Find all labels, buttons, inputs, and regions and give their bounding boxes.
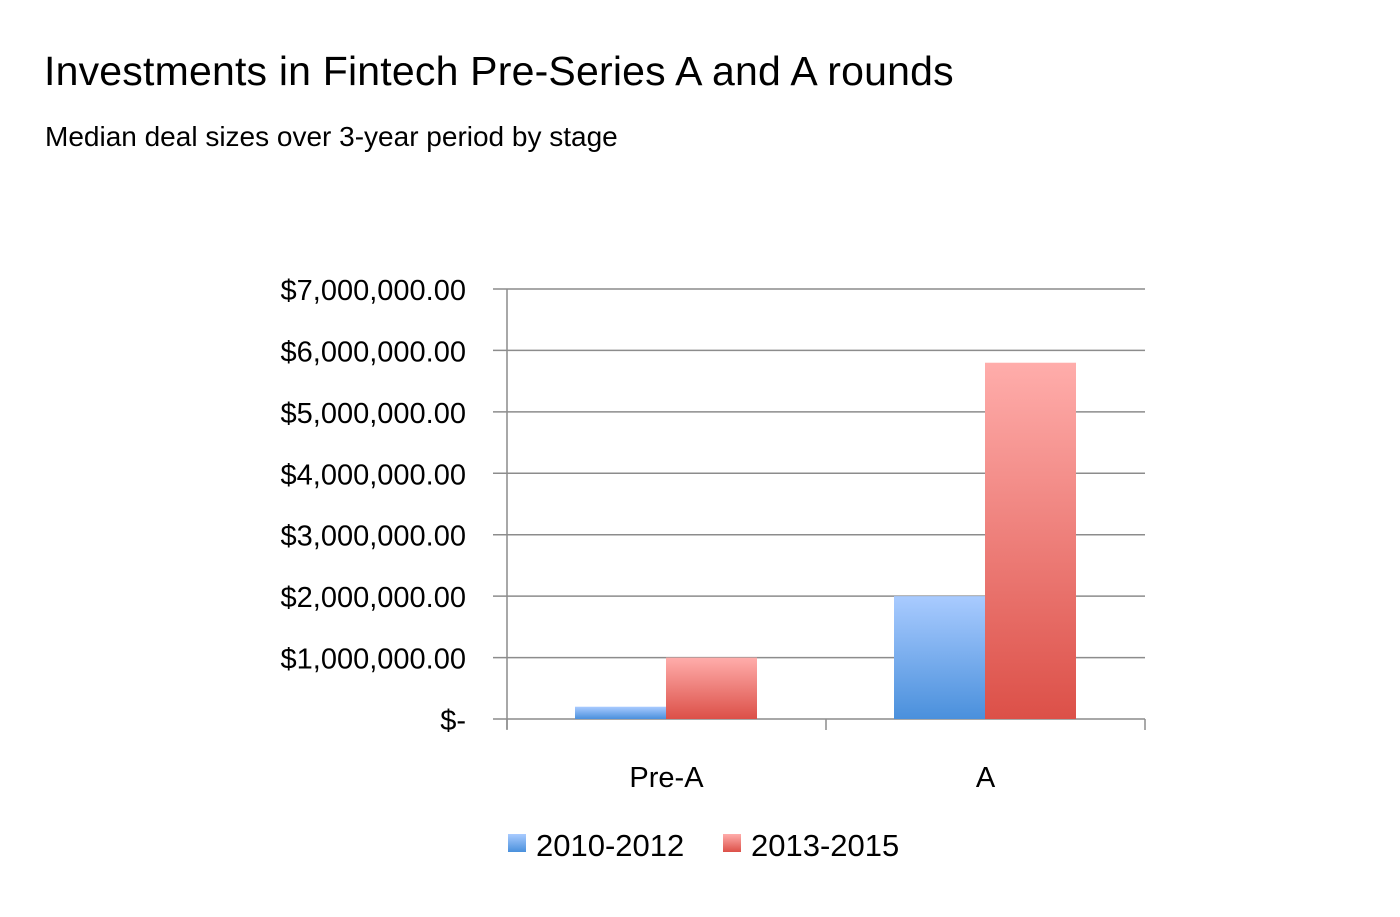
x-category-label: A: [976, 762, 996, 794]
bar-2013-2015-A: [985, 362, 1076, 719]
y-tick-label: $4,000,000.00: [281, 459, 466, 491]
chart-subtitle: Median deal sizes over 3-year period by …: [45, 121, 618, 152]
y-tick-label: $1,000,000.00: [281, 644, 466, 676]
chart-title: Investments in Fintech Pre-Series A and …: [44, 48, 954, 94]
bar-2010-2012-Pre-A: [575, 706, 666, 719]
y-tick-label: $7,000,000.00: [281, 275, 466, 307]
legend-label: 2010-2012: [536, 828, 684, 863]
y-tick-label: $5,000,000.00: [281, 398, 466, 430]
legend-swatch: [508, 834, 526, 852]
x-category-label: Pre-A: [629, 762, 704, 794]
bar-2010-2012-A: [894, 596, 985, 719]
bar-2013-2015-Pre-A: [666, 657, 757, 719]
x-axis-category-labels: Pre-A A: [629, 762, 995, 794]
legend-label: 2013-2015: [751, 828, 899, 863]
y-axis-tick-labels: $- $1,000,000.00 $2,000,000.00 $3,000,000.0…: [281, 275, 466, 737]
y-tick-label: $6,000,000.00: [281, 336, 466, 368]
axes: [506, 289, 1146, 730]
y-tick-label: $2,000,000.00: [281, 582, 466, 614]
y-tick-label: $-: [440, 705, 466, 737]
legend: 2010-2012 2013-2015: [508, 828, 899, 863]
y-tick-label: $3,000,000.00: [281, 521, 466, 553]
bars: [575, 362, 1076, 719]
legend-swatch: [723, 834, 741, 852]
